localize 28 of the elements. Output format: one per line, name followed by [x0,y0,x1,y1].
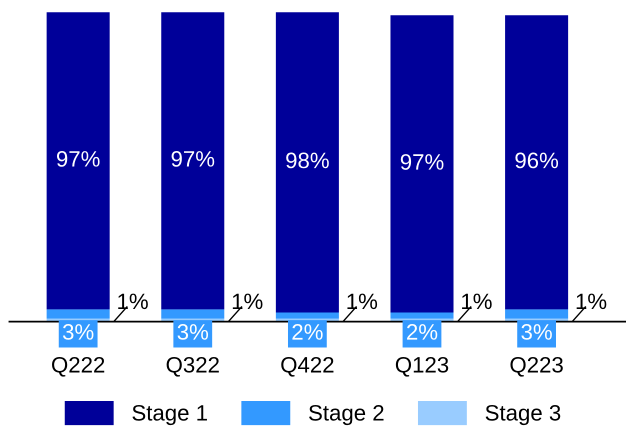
legend-label: Stage 3 [486,404,560,426]
x-tick-label: Q322 [166,356,219,377]
data-label: 3% [62,324,94,340]
data-label: 98% [286,152,329,168]
data-label: 2% [407,324,438,340]
bar [46,12,110,310]
data-label: 97% [400,154,444,170]
data-label: 1% [347,294,378,310]
bar [161,12,224,310]
data-label: 97% [172,151,214,167]
bar [276,12,339,312]
bar [390,15,454,312]
data-label: 3% [178,324,208,340]
data-label: 1% [232,294,262,310]
data-label: 96% [515,152,558,168]
x-tick-label: Q223 [510,356,563,377]
data-label: 97% [56,151,100,167]
legend-label: Stage 2 [309,404,384,426]
data-label: 2% [292,324,323,340]
data-label: 3% [521,324,552,340]
x-tick-label: Q123 [396,356,448,377]
data-label: 1% [118,294,148,310]
data-label: 1% [576,294,606,310]
x-tick-label: Q422 [281,356,334,377]
data-label: 1% [462,294,492,310]
x-tick-label: Q222 [52,356,104,377]
bar [505,15,568,310]
legend-label: Stage 1 [132,404,207,426]
